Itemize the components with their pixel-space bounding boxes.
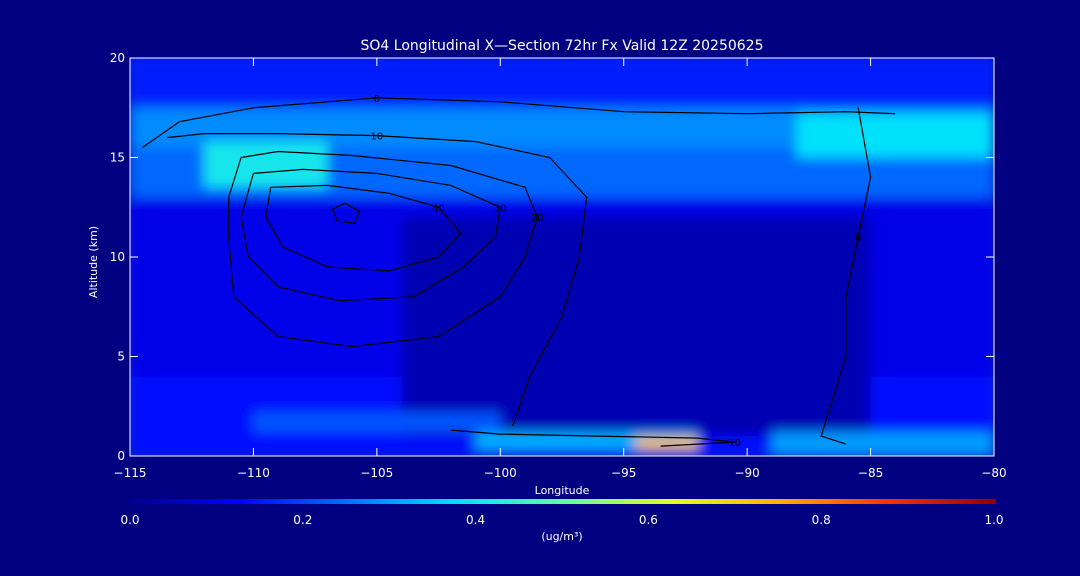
x-tick-label: −100 bbox=[484, 466, 517, 480]
y-axis-label: Altitude (km) bbox=[87, 226, 100, 298]
contour-line bbox=[820, 107, 872, 445]
colorbar-tick-label: 0.4 bbox=[466, 513, 485, 527]
field-region bbox=[401, 217, 871, 437]
contour-label: 0 bbox=[855, 233, 861, 244]
contour-label: 40 bbox=[432, 203, 445, 214]
y-tick-label: 5 bbox=[117, 350, 125, 364]
field-region bbox=[771, 432, 994, 456]
x-tick-label: −90 bbox=[734, 466, 759, 480]
contour-label: 10 bbox=[728, 438, 741, 449]
field-region bbox=[130, 58, 994, 108]
colorbar-tick-label: 0.8 bbox=[812, 513, 831, 527]
concentration-field bbox=[130, 58, 994, 456]
y-tick-label: 0 bbox=[117, 449, 125, 463]
colorbar-tick-label: 1.0 bbox=[984, 513, 1003, 527]
contour-label: 30 bbox=[494, 203, 507, 214]
colorbar-ticks: 0.0 0.2 0.4 0.6 0.8 1.0 bbox=[120, 513, 1003, 527]
contour-line bbox=[141, 97, 896, 149]
y-tick-label: 20 bbox=[110, 51, 125, 65]
x-axis: −115 −110 −105 −100 −95 −90 −85 −80 bbox=[114, 58, 1007, 480]
field-region bbox=[204, 141, 328, 188]
field-region bbox=[253, 412, 501, 433]
x-tick-label: −110 bbox=[237, 466, 270, 480]
contour-label: 10 bbox=[370, 132, 383, 143]
contour-line bbox=[265, 184, 462, 272]
colorbar-tick-label: 0.0 bbox=[120, 513, 139, 527]
contour-label: 20 bbox=[531, 213, 544, 224]
contour-line bbox=[240, 168, 501, 302]
field-region bbox=[636, 438, 698, 451]
y-tick-label: 15 bbox=[110, 151, 125, 165]
contour-line bbox=[228, 150, 538, 348]
contour-label: 0 bbox=[374, 94, 380, 105]
y-axis: 0 5 10 15 20 bbox=[110, 51, 994, 463]
colorbar-tick-label: 0.2 bbox=[293, 513, 312, 527]
contour-line bbox=[450, 429, 735, 447]
x-tick-label: −105 bbox=[360, 466, 393, 480]
contour-lines: 0 10 20 30 40 10 0 bbox=[141, 94, 896, 449]
colorbar-unit-label: (ug/m³) bbox=[541, 530, 582, 543]
contour-line bbox=[166, 133, 588, 427]
y-tick-label: 10 bbox=[110, 250, 125, 264]
x-tick-label: −80 bbox=[981, 466, 1006, 480]
x-tick-label: −115 bbox=[114, 466, 147, 480]
contour-line bbox=[331, 202, 361, 224]
x-axis-label: Longitude bbox=[535, 484, 590, 497]
colorbar bbox=[130, 499, 996, 504]
x-tick-label: −85 bbox=[858, 466, 883, 480]
colorbar-tick-label: 0.6 bbox=[639, 513, 658, 527]
chart-title: SO4 Longitudinal X—Section 72hr Fx Valid… bbox=[361, 38, 764, 54]
field-region bbox=[796, 113, 994, 158]
x-tick-label: −95 bbox=[611, 466, 636, 480]
